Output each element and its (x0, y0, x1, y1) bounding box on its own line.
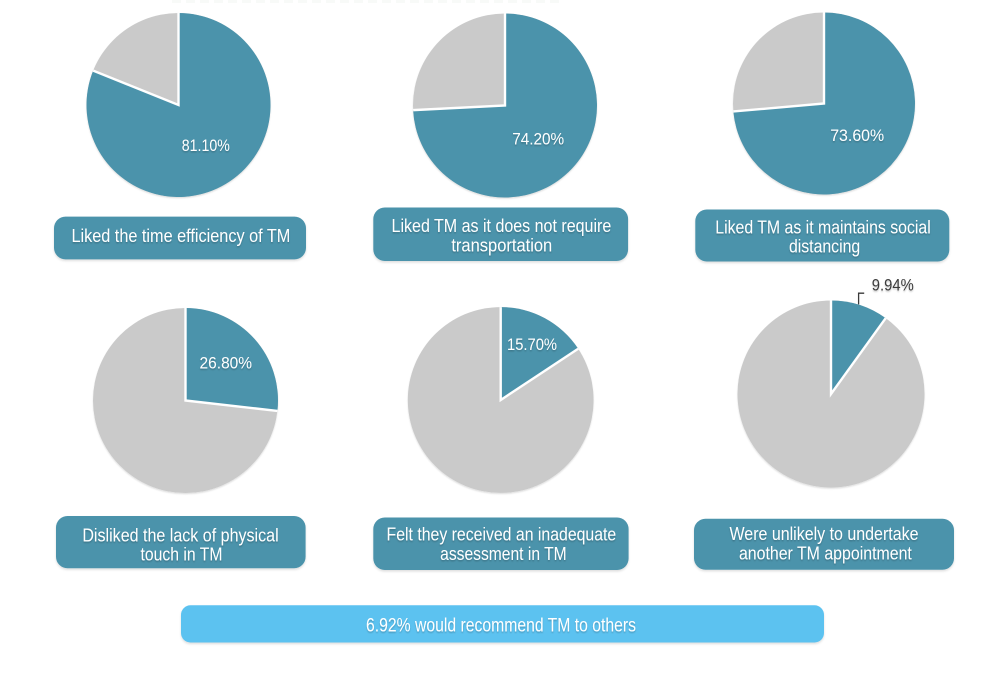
svg-text:Liked TM as it does not requir: Liked TM as it does not require (392, 216, 612, 236)
svg-text:Disliked the lack of physical: Disliked the lack of physical (82, 525, 278, 545)
svg-text:another TM appointment: another TM appointment (739, 544, 912, 564)
svg-text:Liked TM as it maintains socia: Liked TM as it maintains social (715, 217, 931, 237)
svg-text:15.70%: 15.70% (507, 336, 557, 354)
svg-text:26.80%: 26.80% (200, 355, 253, 373)
svg-text:73.60%: 73.60% (830, 127, 884, 145)
svg-text:9.94%: 9.94% (872, 275, 914, 294)
svg-text:74.20%: 74.20% (512, 131, 564, 149)
svg-text:assessment in TM: assessment in TM (440, 544, 567, 564)
svg-text:Liked the time efficiency of T: Liked the time efficiency of TM (71, 226, 290, 246)
svg-text:transportation: transportation (451, 235, 552, 255)
svg-text:Felt they received an inadequa: Felt they received an inadequate (387, 525, 617, 545)
svg-text:touch in TM: touch in TM (141, 545, 223, 565)
svg-text:6.92% would recommend TM to ot: 6.92% would recommend TM to others (366, 615, 636, 637)
svg-text:Were unlikely to undertake: Were unlikely to undertake (730, 524, 919, 544)
svg-text:81.10%: 81.10% (182, 137, 230, 155)
svg-text:distancing: distancing (789, 236, 860, 256)
